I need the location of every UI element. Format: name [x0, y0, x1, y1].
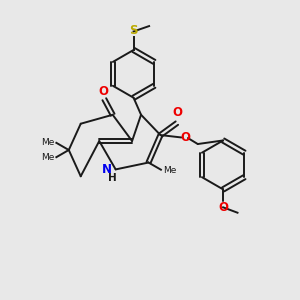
Text: O: O — [172, 106, 182, 119]
Text: O: O — [219, 201, 229, 214]
Text: N: N — [102, 163, 112, 176]
Text: Me: Me — [163, 166, 176, 175]
Text: S: S — [129, 24, 138, 37]
Text: O: O — [98, 85, 108, 98]
Text: H: H — [108, 173, 116, 183]
Text: Me: Me — [41, 153, 55, 162]
Text: Me: Me — [41, 138, 55, 147]
Text: O: O — [181, 131, 190, 144]
